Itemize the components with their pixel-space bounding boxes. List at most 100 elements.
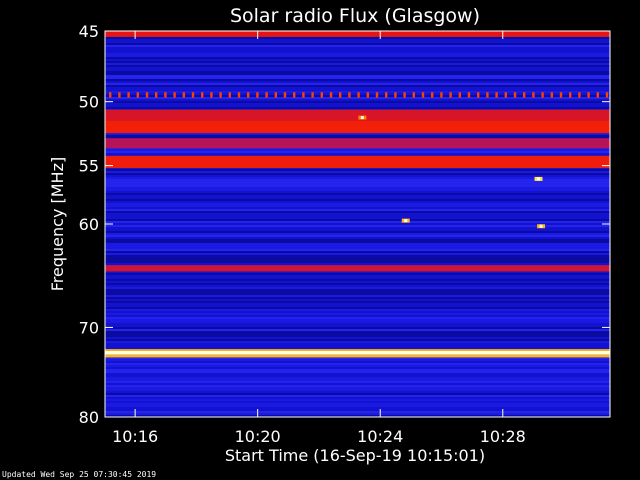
- noise-streak: [105, 253, 610, 255]
- noise-streak: [105, 387, 610, 389]
- spectrogram-band: [105, 31, 610, 37]
- noise-streak: [105, 323, 610, 325]
- spectrogram-band-dash: [145, 92, 149, 98]
- spectrogram-band-dash: [605, 92, 609, 98]
- spectrogram-band-dash: [440, 92, 443, 98]
- noise-streak: [105, 183, 610, 185]
- x-tick-label: 10:28: [480, 427, 526, 446]
- noise-streak: [105, 385, 610, 387]
- radio-burst-core: [360, 116, 364, 120]
- noise-streak: [105, 231, 610, 233]
- noise-streak: [105, 153, 610, 155]
- spectrogram-band-dash: [477, 92, 480, 98]
- noise-streak: [105, 257, 610, 259]
- noise-streak: [105, 399, 610, 401]
- noise-streak: [105, 317, 610, 319]
- noise-streak: [105, 377, 610, 379]
- y-tick-label: 80: [79, 408, 99, 427]
- spectrogram-band-dash: [357, 92, 360, 98]
- x-axis-ticks: 10:16 10:20 10:24 10:28: [112, 31, 526, 446]
- noise-streak: [105, 201, 610, 203]
- y-tick-label: 60: [79, 215, 99, 234]
- spectrogram-band-dash: [219, 92, 222, 98]
- noise-streak: [105, 407, 610, 409]
- noise-streak: [105, 409, 610, 411]
- noise-streak: [105, 41, 610, 43]
- noise-streak: [105, 85, 610, 87]
- noise-streak: [105, 389, 610, 391]
- noise-streak: [105, 235, 610, 237]
- noise-streak: [105, 345, 610, 347]
- spectrogram-plot-area: [105, 31, 610, 417]
- spectrogram-band-dash: [559, 92, 563, 98]
- noise-streak: [105, 333, 610, 335]
- noise-streak: [105, 191, 610, 193]
- noise-streak: [105, 69, 610, 71]
- noise-streak: [105, 295, 610, 297]
- noise-streak: [105, 107, 610, 109]
- noise-streak: [105, 151, 610, 153]
- noise-streak: [105, 213, 610, 215]
- noise-streak: [105, 249, 610, 251]
- noise-streak: [105, 283, 610, 285]
- noise-streak: [105, 405, 610, 407]
- noise-streak: [105, 105, 610, 107]
- noise-streak: [105, 53, 610, 55]
- noise-streak: [105, 55, 610, 57]
- noise-streak: [105, 227, 610, 229]
- noise-streak: [105, 329, 610, 331]
- noise-streak: [105, 217, 610, 219]
- noise-streak: [105, 75, 610, 77]
- noise-streak: [105, 199, 610, 201]
- noise-streak: [105, 373, 610, 375]
- spectrogram-band-dash: [366, 92, 369, 98]
- noise-streak: [105, 61, 610, 63]
- noise-streak: [105, 361, 610, 363]
- noise-streak: [105, 49, 610, 51]
- spectrogram-band-dash: [421, 92, 425, 98]
- noise-streak: [105, 379, 610, 381]
- spectrogram-band-dash: [495, 92, 498, 98]
- noise-streaks: [105, 31, 610, 417]
- noise-streak: [105, 51, 610, 53]
- spectrogram-band-dash: [201, 92, 204, 98]
- spectrogram-band-dash: [256, 92, 259, 98]
- noise-streak: [105, 325, 610, 327]
- noise-streak: [105, 237, 610, 239]
- noise-streak: [105, 335, 610, 337]
- noise-streak: [105, 219, 610, 221]
- spectrogram-band-dash: [210, 92, 213, 98]
- noise-streak: [105, 319, 610, 321]
- noise-streak: [105, 311, 610, 313]
- noise-streak: [105, 245, 610, 247]
- emission-bands: [105, 31, 610, 358]
- spectrogram-band-dash: [467, 92, 471, 98]
- noise-streak: [105, 89, 610, 91]
- noise-streak: [105, 215, 610, 217]
- noise-streak: [105, 79, 610, 81]
- noise-streak: [105, 169, 610, 171]
- spectrogram-band-dash: [541, 92, 544, 98]
- noise-streak: [105, 67, 610, 69]
- noise-streak: [105, 205, 610, 207]
- y-axis-ticks: 45 50 55 60 70 80: [79, 22, 610, 427]
- noise-streak: [105, 289, 610, 291]
- spectrogram-band-dash: [127, 92, 130, 98]
- noise-streak: [105, 401, 610, 403]
- noise-streak: [105, 301, 610, 303]
- y-tick-label: 45: [79, 22, 99, 41]
- y-tick-label: 70: [79, 318, 99, 337]
- noise-streak: [105, 271, 610, 273]
- spectrogram-band-dash: [486, 92, 489, 98]
- radio-burst-core: [404, 219, 408, 223]
- noise-streak: [105, 247, 610, 249]
- noise-streak: [105, 209, 610, 211]
- noise-streak: [105, 185, 610, 187]
- noise-streak: [105, 81, 610, 83]
- noise-streak: [105, 177, 610, 179]
- noise-streak: [105, 275, 610, 277]
- noise-streak: [105, 287, 610, 289]
- noise-streak: [105, 97, 610, 99]
- noise-streak: [105, 411, 610, 413]
- noise-streak: [105, 297, 610, 299]
